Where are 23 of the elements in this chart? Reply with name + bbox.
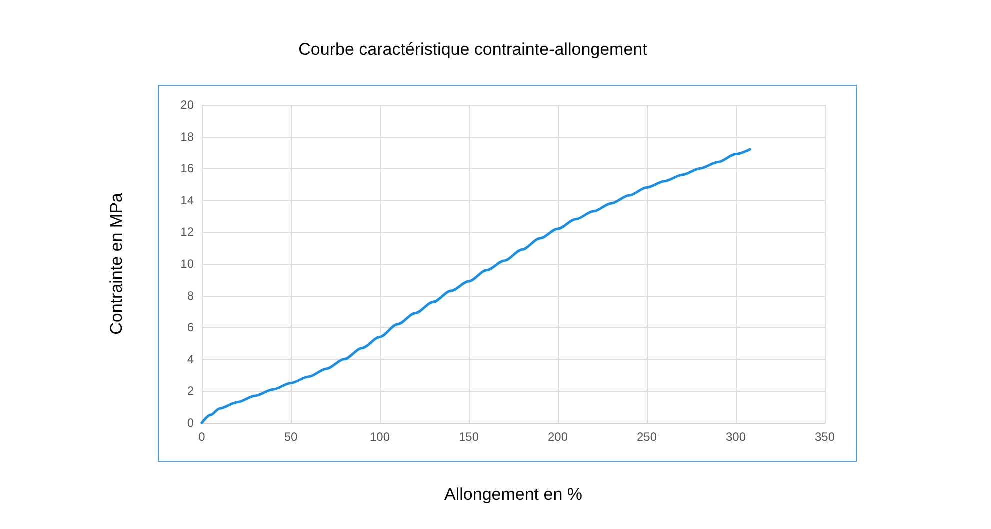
y-tick-label: 2 bbox=[187, 384, 194, 398]
line-series bbox=[200, 148, 752, 424]
x-tick-label: 50 bbox=[284, 430, 298, 444]
y-tick-label: 6 bbox=[187, 320, 194, 335]
chart-title: Courbe caractéristique contrainte-allongement bbox=[298, 40, 648, 59]
x-tick-label: 350 bbox=[814, 430, 836, 444]
x-axis-title: Allongement en % bbox=[444, 485, 582, 504]
y-tick-label: 18 bbox=[180, 130, 194, 144]
y-tick-label: 20 bbox=[180, 98, 194, 112]
y-tick-label: 16 bbox=[180, 162, 194, 176]
y-tick-label: 12 bbox=[180, 225, 194, 240]
y-tick-label: 0 bbox=[187, 416, 194, 430]
x-tick-label: 150 bbox=[458, 430, 480, 444]
y-axis-title: Contrainte en MPa bbox=[107, 192, 126, 335]
y-tick-label: 4 bbox=[187, 352, 194, 366]
y-tick-label: 8 bbox=[187, 288, 194, 303]
x-tick-label: 200 bbox=[548, 430, 568, 444]
x-tick-label: 300 bbox=[726, 430, 746, 444]
x-tick-label: 0 bbox=[198, 430, 206, 444]
x-tick-label: 250 bbox=[636, 430, 658, 444]
y-tick-label: 14 bbox=[180, 193, 194, 208]
y-tick-label: 10 bbox=[180, 257, 194, 271]
x-tick-label: 100 bbox=[370, 430, 390, 444]
